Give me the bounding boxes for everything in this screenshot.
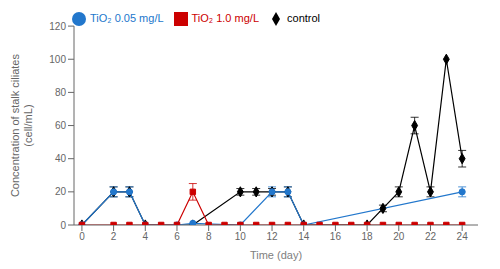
svg-text:Concentration of stalk ciliate: Concentration of stalk ciliates(cell/mL) (9, 54, 34, 198)
html-text:TiO₂ 1.0 mg/L: TiO₂ 1.0 mg/L (191, 12, 259, 24)
svg-text:40: 40 (55, 153, 67, 164)
svg-text:12: 12 (266, 231, 278, 242)
svg-text:24: 24 (457, 231, 469, 242)
svg-text:0: 0 (60, 220, 66, 231)
svg-text:18: 18 (362, 231, 374, 242)
svg-text:22: 22 (425, 231, 437, 242)
svg-text:8: 8 (206, 231, 212, 242)
svg-text:Time (day): Time (day) (250, 249, 302, 261)
svg-text:16: 16 (330, 231, 342, 242)
svg-text:4: 4 (143, 231, 149, 242)
svg-text:20: 20 (393, 231, 405, 242)
svg-text:0: 0 (79, 231, 85, 242)
svg-text:10: 10 (235, 231, 247, 242)
html-text:TiO₂ 0.05 mg/L: TiO₂ 0.05 mg/L (90, 12, 164, 24)
svg-text:20: 20 (55, 186, 67, 197)
svg-text:100: 100 (49, 54, 66, 65)
svg-text:80: 80 (55, 87, 67, 98)
html-text:control: control (287, 12, 320, 24)
svg-text:14: 14 (298, 231, 310, 242)
svg-text:2: 2 (111, 231, 117, 242)
svg-text:120: 120 (49, 21, 66, 32)
svg-text:6: 6 (174, 231, 180, 242)
svg-text:60: 60 (55, 120, 67, 131)
